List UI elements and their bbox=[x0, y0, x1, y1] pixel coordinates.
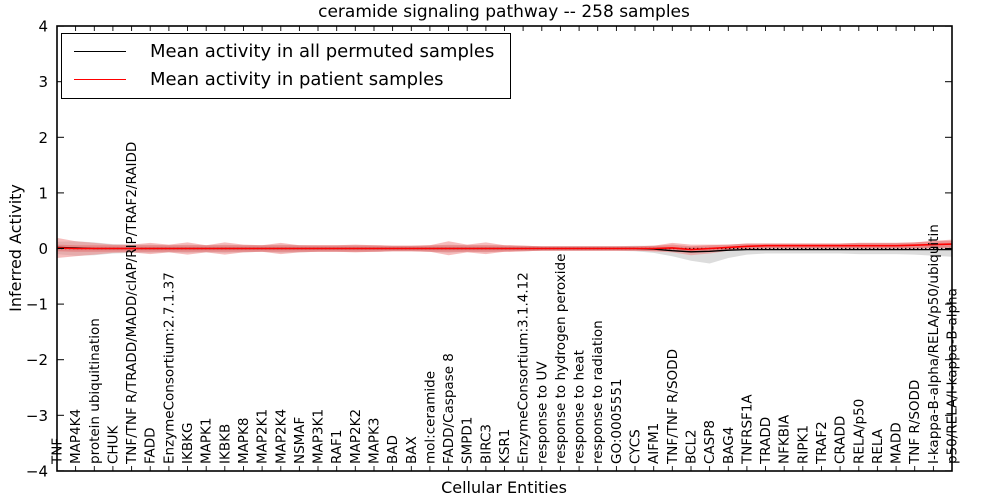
x-tick-label: response to heat bbox=[572, 350, 588, 464]
x-tick-label: NFKBIA bbox=[777, 414, 793, 464]
x-tick-label: FADD/Caspase 8 bbox=[441, 353, 457, 464]
x-tick-label: BAD bbox=[385, 435, 401, 464]
y-tick-label: 2 bbox=[38, 129, 48, 147]
x-tick-label: TNFRSF1A bbox=[739, 394, 755, 465]
y-tick-label: 1 bbox=[38, 184, 48, 202]
x-tick-label: TNF/TNF R/TRADD/MADD/cIAP/RIP/TRAF2/RAID… bbox=[124, 142, 140, 465]
x-tick-label: EnzymeConsortium:2.7.1.37 bbox=[161, 272, 177, 464]
x-tick-label: BCL2 bbox=[684, 429, 700, 464]
x-tick-label: protein ubiquitination bbox=[87, 318, 103, 464]
x-tick-label: TRAF2 bbox=[814, 421, 830, 465]
x-tick-label: MAP4K4 bbox=[68, 409, 84, 464]
x-tick-label: IKBKB bbox=[217, 424, 233, 464]
x-tick-label: TNF bbox=[50, 438, 66, 465]
x-tick-label: GO:0005551 bbox=[609, 378, 625, 464]
x-tick-label: response to UV bbox=[534, 361, 550, 464]
legend-box: Mean activity in all permuted samples Me… bbox=[61, 33, 512, 99]
patient-line-sample bbox=[74, 79, 126, 80]
y-tick-label: −3 bbox=[26, 407, 48, 425]
legend-entry-patient: Mean activity in patient samples bbox=[74, 69, 494, 90]
x-tick-label: MAP2K1 bbox=[255, 409, 271, 464]
x-axis-label: Cellular Entities bbox=[441, 478, 567, 497]
legend-label-patient: Mean activity in patient samples bbox=[150, 69, 444, 90]
x-tick-label: CASP8 bbox=[702, 420, 718, 464]
x-tick-label: TNF/TNF R/SODD bbox=[665, 349, 681, 465]
x-tick-label: MAPK1 bbox=[199, 418, 215, 464]
chart-title: ceramide signaling pathway -- 258 sample… bbox=[318, 2, 690, 22]
y-tick-label: −4 bbox=[26, 462, 48, 480]
x-tick-label: CYCS bbox=[628, 429, 644, 464]
patient-mean-line bbox=[56, 243, 953, 251]
permuted-line-sample bbox=[74, 51, 126, 52]
x-tick-label: NSMAF bbox=[292, 417, 308, 464]
x-tick-label: mol:ceramide bbox=[422, 371, 438, 464]
x-tick-label: FADD bbox=[143, 427, 159, 464]
x-tick-label: p50/RELA/I-kappa-B-alpha bbox=[945, 288, 961, 464]
plot-border bbox=[56, 25, 953, 472]
x-tick-label: EnzymeConsortium:3.1.4.12 bbox=[516, 272, 532, 464]
x-tick-label: KSR1 bbox=[497, 429, 513, 464]
x-tick-label: SMPD1 bbox=[460, 417, 476, 464]
x-tick-label: BIRC3 bbox=[478, 424, 494, 464]
x-tick-label: I-kappa-B-alpha/RELA/p50/ubiquitin bbox=[926, 224, 942, 464]
y-tick-label: −2 bbox=[26, 351, 48, 369]
y-tick-label: 3 bbox=[38, 73, 48, 91]
x-tick-label: AIFM1 bbox=[646, 423, 662, 464]
x-tick-label: RELA/p50 bbox=[851, 399, 867, 464]
x-tick-label: MADD bbox=[889, 422, 905, 464]
x-tick-label: RIPK1 bbox=[795, 425, 811, 464]
x-tick-label: MAP2K4 bbox=[273, 409, 289, 464]
x-tick-label: RAF1 bbox=[329, 430, 345, 464]
x-tick-label: response to hydrogen peroxide bbox=[553, 254, 569, 464]
y-tick-label: −1 bbox=[26, 296, 48, 314]
x-tick-label: MAP3K1 bbox=[311, 409, 327, 464]
x-tick-label: BAX bbox=[404, 436, 420, 464]
x-tick-label: MAP2K2 bbox=[348, 409, 364, 464]
x-tick-label: MAPK8 bbox=[236, 418, 252, 464]
x-tick-label: response to radiation bbox=[590, 320, 606, 464]
legend-entry-permuted: Mean activity in all permuted samples bbox=[74, 41, 494, 62]
y-tick-label: 4 bbox=[38, 18, 48, 36]
x-tick-label: TNF R/SODD bbox=[907, 380, 923, 465]
x-tick-label: TRADD bbox=[758, 417, 774, 465]
legend-label-permuted: Mean activity in all permuted samples bbox=[150, 41, 495, 62]
x-tick-label: IKBKG bbox=[180, 423, 196, 464]
y-tick-label: 0 bbox=[38, 240, 48, 258]
x-tick-label: CHUK bbox=[105, 425, 121, 464]
x-tick-label: RELA bbox=[870, 428, 886, 464]
x-tick-label: MAPK3 bbox=[367, 418, 383, 464]
x-tick-label: CRADD bbox=[833, 416, 849, 464]
x-tick-label: BAG4 bbox=[721, 427, 737, 464]
